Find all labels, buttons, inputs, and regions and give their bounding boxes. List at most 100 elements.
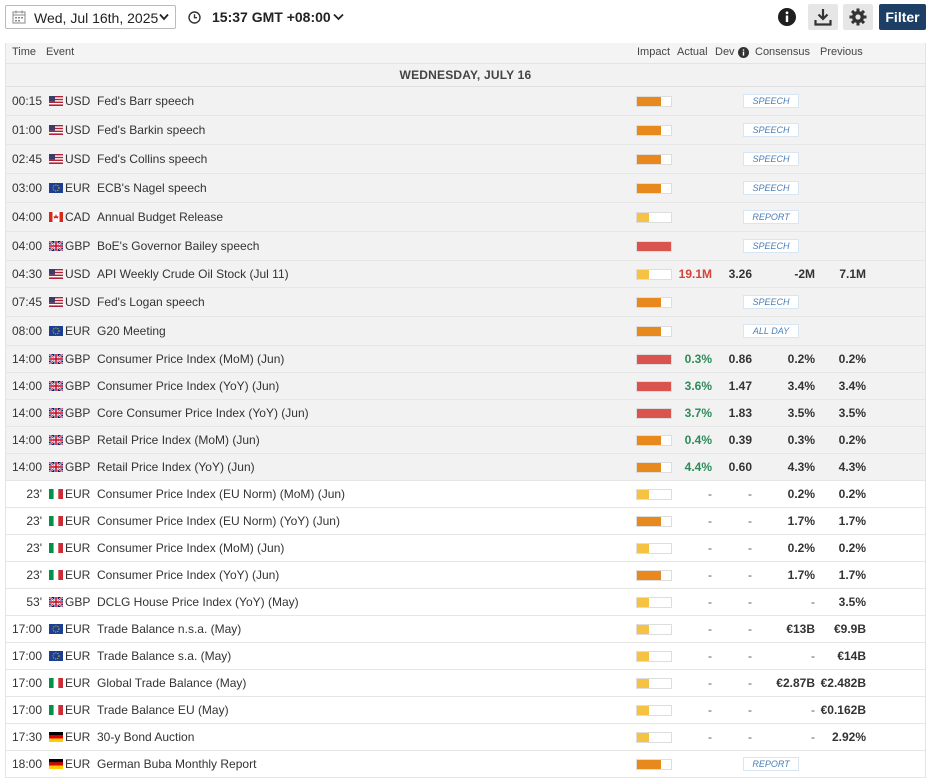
- event-name[interactable]: Fed's Barr speech: [97, 94, 195, 108]
- event-name[interactable]: Core Consumer Price Index (YoY) (Jun): [97, 406, 309, 420]
- date-picker[interactable]: Wed, Jul 16th, 2025: [5, 5, 176, 29]
- event-tag: SPEECH: [743, 181, 799, 195]
- event-name[interactable]: Trade Balance n.s.a. (May): [97, 622, 242, 636]
- column-actual: Actual: [677, 46, 708, 58]
- event-name[interactable]: Retail Price Index (YoY) (Jun): [97, 460, 255, 474]
- flag-gb-icon: [49, 241, 63, 251]
- table-row[interactable]: 23' EUR Consumer Price Index (EU Norm) (Mo…: [6, 481, 925, 508]
- info-icon[interactable]: [738, 47, 749, 58]
- table-row[interactable]: 01:00 USD Fed's Barkin speech SPEECH: [6, 116, 925, 145]
- actual-value: -: [708, 703, 712, 717]
- event-name[interactable]: Consumer Price Index (YoY) (Jun): [97, 568, 280, 582]
- column-impact: Impact: [637, 46, 671, 58]
- table-row[interactable]: 14:00 GBP Retail Price Index (YoY) (Jun) 4.…: [6, 454, 925, 481]
- event-name[interactable]: Trade Balance EU (May): [97, 703, 229, 717]
- table-row[interactable]: 53' GBP DCLG House Price Index (YoY) (May)…: [6, 589, 925, 616]
- flag-it-icon: [49, 543, 63, 553]
- impact-indicator: [636, 240, 672, 252]
- table-row[interactable]: 04:00 GBP BoE's Governor Bailey speech SPEE…: [6, 232, 925, 261]
- settings-button[interactable]: [843, 4, 873, 30]
- deviation-value: 0.86: [728, 352, 752, 366]
- table-row[interactable]: 02:45 USD Fed's Collins speech SPEECH: [6, 145, 925, 174]
- event-name[interactable]: Retail Price Index (MoM) (Jun): [97, 433, 260, 447]
- info-icon[interactable]: [777, 7, 797, 27]
- event-currency: EUR: [65, 487, 91, 501]
- table-row[interactable]: 17:00 EUR Trade Balance s.a. (May) - - - €14B: [6, 643, 925, 670]
- event-time: 01:00: [11, 123, 42, 137]
- actual-value: 19.1M: [678, 267, 712, 281]
- deviation-value: -: [748, 622, 752, 636]
- deviation-value: 1.47: [728, 379, 752, 393]
- table-row[interactable]: 18:00 EUR German Buba Monthly Report REPORT: [6, 751, 925, 778]
- event-name[interactable]: Trade Balance s.a. (May): [97, 649, 232, 663]
- event-name[interactable]: ECB's Nagel speech: [97, 181, 207, 195]
- event-name[interactable]: Consumer Price Index (YoY) (Jun): [97, 379, 280, 393]
- impact-indicator: [636, 542, 672, 554]
- impact-fill: [637, 678, 650, 688]
- event-currency: EUR: [65, 703, 91, 717]
- table-row[interactable]: 07:45 USD Fed's Logan speech SPEECH: [6, 288, 925, 317]
- filter-button[interactable]: Filter: [879, 4, 926, 30]
- flag-it-icon: [49, 516, 63, 526]
- table-row[interactable]: 08:00 EUR G20 Meeting ALL DAY: [6, 317, 925, 346]
- table-row[interactable]: 23' EUR Consumer Price Index (YoY) (Jun) - -…: [6, 562, 925, 589]
- previous-value: 0.2%: [838, 352, 866, 366]
- table-row[interactable]: 23' EUR Consumer Price Index (MoM) (Jun) - -…: [6, 535, 925, 562]
- table-row[interactable]: 17:00 EUR Trade Balance n.s.a. (May) - - €13B…: [6, 616, 925, 643]
- event-name[interactable]: Fed's Logan speech: [97, 295, 205, 309]
- event-name[interactable]: G20 Meeting: [97, 324, 166, 338]
- impact-fill: [637, 154, 661, 164]
- flag-gb-icon: [49, 381, 63, 391]
- event-name[interactable]: BoE's Governor Bailey speech: [97, 239, 260, 253]
- event-name[interactable]: Consumer Price Index (MoM) (Jun): [97, 541, 285, 555]
- event-name[interactable]: DCLG House Price Index (YoY) (May): [97, 595, 299, 609]
- impact-fill: [637, 354, 671, 364]
- event-name[interactable]: 30-y Bond Auction: [97, 730, 195, 744]
- event-currency: GBP: [65, 352, 91, 366]
- chevron-down-icon[interactable]: [333, 13, 344, 21]
- impact-indicator: [636, 704, 672, 716]
- event-name[interactable]: Consumer Price Index (MoM) (Jun): [97, 352, 285, 366]
- event-name[interactable]: Annual Budget Release: [97, 210, 224, 224]
- table-row[interactable]: 17:00 EUR Trade Balance EU (May) - - - €0.162B: [6, 697, 925, 724]
- table-row[interactable]: 23' EUR Consumer Price Index (EU Norm) (Yo…: [6, 508, 925, 535]
- consensus-value: -: [811, 730, 815, 744]
- impact-indicator: [636, 758, 672, 770]
- flag-us-icon: [49, 96, 63, 106]
- table-row[interactable]: 04:30 USD API Weekly Crude Oil Stock (Jul …: [6, 261, 925, 288]
- event-name[interactable]: Fed's Collins speech: [97, 152, 208, 166]
- deviation-value: 1.83: [728, 406, 752, 420]
- flag-eu-icon: [49, 326, 63, 336]
- event-currency: USD: [65, 267, 91, 281]
- table-row[interactable]: 00:15 USD Fed's Barr speech SPEECH: [6, 87, 925, 116]
- event-name[interactable]: Consumer Price Index (EU Norm) (YoY) (Ju…: [97, 514, 340, 528]
- timezone-selector[interactable]: 15:37 GMT +08:00: [212, 9, 331, 25]
- consensus-value: €2.87B: [776, 676, 815, 690]
- table-row[interactable]: 14:00 GBP Core Consumer Price Index (YoY) …: [6, 400, 925, 427]
- table-row[interactable]: 14:00 GBP Retail Price Index (MoM) (Jun) 0.…: [6, 427, 925, 454]
- event-name[interactable]: Consumer Price Index (EU Norm) (MoM) (Ju…: [97, 487, 346, 501]
- download-button[interactable]: [808, 4, 838, 30]
- previous-value: 0.2%: [838, 541, 866, 555]
- previous-value: €9.9B: [833, 622, 866, 636]
- table-row[interactable]: 14:00 GBP Consumer Price Index (MoM) (Jun)…: [6, 346, 925, 373]
- table-row[interactable]: 04:00 CAD Annual Budget Release REPORT: [6, 203, 925, 232]
- table-row[interactable]: 17:30 EUR 30-y Bond Auction - - - 2.92%: [6, 724, 925, 751]
- event-name[interactable]: German Buba Monthly Report: [97, 757, 257, 771]
- impact-fill: [637, 543, 650, 553]
- event-tag: SPEECH: [743, 239, 799, 253]
- previous-value: 3.5%: [838, 595, 866, 609]
- event-time: 04:00: [11, 210, 42, 224]
- event-currency: EUR: [65, 622, 91, 636]
- impact-indicator: [636, 153, 672, 165]
- event-name[interactable]: API Weekly Crude Oil Stock (Jul 11): [97, 267, 289, 281]
- event-name[interactable]: Fed's Barkin speech: [97, 123, 206, 137]
- event-currency: GBP: [65, 595, 91, 609]
- event-time: 07:45: [11, 295, 42, 309]
- table-row[interactable]: 03:00 EUR ECB's Nagel speech SPEECH: [6, 174, 925, 203]
- table-row[interactable]: 14:00 GBP Consumer Price Index (YoY) (Jun)…: [6, 373, 925, 400]
- event-name[interactable]: Global Trade Balance (May): [97, 676, 247, 690]
- flag-it-icon: [49, 678, 63, 688]
- impact-indicator: [636, 296, 672, 308]
- table-row[interactable]: 17:00 EUR Global Trade Balance (May) - - €2.8…: [6, 670, 925, 697]
